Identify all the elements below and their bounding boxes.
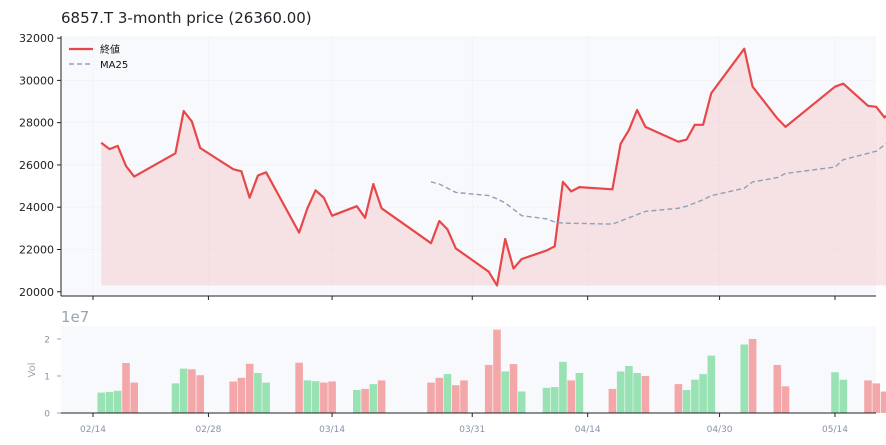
volume-bar	[295, 362, 303, 413]
volume-bar	[493, 329, 501, 413]
volume-y-tick-label: 2	[44, 335, 50, 345]
close-price-line	[100, 47, 886, 287]
price-y-tick-label: 24000	[19, 201, 54, 214]
volume-bar	[369, 384, 378, 413]
volume-bar	[625, 366, 633, 413]
volume-bar	[682, 390, 691, 413]
volume-bar	[171, 383, 180, 413]
volume-bar	[542, 387, 551, 413]
x-tick-label: 02/28	[195, 425, 221, 435]
volume-bar	[311, 381, 320, 413]
volume-bar	[616, 371, 625, 413]
volume-bar	[328, 381, 336, 413]
volume-bar	[484, 364, 493, 413]
volume-bar	[130, 382, 138, 413]
volume-bar	[633, 373, 641, 413]
volume-bar	[320, 382, 328, 413]
legend-label: MA25	[100, 60, 128, 71]
legend: 終値 MA25	[69, 43, 128, 71]
volume-bar	[699, 374, 707, 413]
volume-bar	[781, 386, 790, 413]
volume-bar	[97, 392, 106, 413]
x-tick-label: 05/14	[822, 425, 848, 435]
volume-y-axis-label: Vol	[27, 363, 38, 378]
volume-panel: 0 1 2 1e7 Vol 02/14 02/28 03/14 03/31 04/14 04/30 0…	[27, 308, 886, 435]
volume-bar	[196, 375, 204, 413]
price-y-tick-label: 22000	[19, 243, 54, 256]
price-plot-area	[61, 36, 876, 296]
volume-bar	[550, 387, 559, 413]
volume-bar	[452, 385, 460, 413]
volume-bar	[740, 344, 749, 413]
price-y-tick-label: 32000	[19, 32, 54, 45]
volume-y-tick-label: 0	[44, 410, 50, 420]
volume-bar	[427, 382, 435, 413]
volume-bar	[361, 388, 369, 413]
volume-bar	[575, 373, 584, 413]
price-panel: 20000 22000 24000 26000 28000 30000 32000 終値 MA2…	[19, 32, 886, 300]
price-y-tick-label: 30000	[19, 74, 54, 87]
volume-bar	[567, 380, 575, 413]
volume-y-tick-label: 1	[44, 372, 50, 382]
volume-bar	[254, 373, 262, 413]
volume-bar	[501, 371, 509, 413]
legend-label: 終値	[100, 43, 120, 56]
volume-bar	[435, 377, 444, 413]
volume-bar	[559, 361, 567, 413]
volume-bar	[113, 390, 122, 413]
x-tick-label: 04/14	[575, 425, 601, 435]
volume-bar	[179, 368, 188, 413]
chart-title: 6857.T 3-month price (26360.00)	[61, 9, 312, 27]
volume-bar	[245, 363, 254, 413]
volume-bar	[122, 363, 130, 413]
volume-bar	[105, 391, 114, 413]
volume-bar	[188, 369, 196, 413]
volume-bar	[872, 383, 880, 413]
x-tick-label: 03/14	[319, 425, 345, 435]
volume-bar	[443, 374, 452, 413]
x-tick-label: 02/14	[80, 425, 106, 435]
volume-bar	[880, 391, 886, 413]
x-tick-label: 03/31	[459, 425, 485, 435]
volume-bar	[509, 364, 518, 413]
price-y-tick-label: 26000	[19, 159, 54, 172]
volume-bar	[691, 379, 699, 413]
volume-bar	[237, 377, 246, 413]
volume-bar	[674, 384, 683, 413]
volume-bar	[262, 382, 270, 413]
volume-bar	[831, 372, 839, 413]
volume-bar	[517, 391, 526, 413]
price-y-tick-label: 20000	[19, 286, 54, 299]
volume-bar	[353, 390, 361, 413]
volume-bar	[229, 381, 237, 413]
volume-bar	[641, 376, 650, 413]
volume-bar	[377, 380, 386, 413]
price-fill-area	[101, 48, 886, 286]
volume-bar	[864, 380, 872, 413]
volume-bar	[707, 355, 716, 413]
volume-bar	[748, 339, 757, 413]
volume-bar	[839, 379, 848, 413]
volume-bar	[773, 364, 782, 413]
ma25-line	[430, 142, 886, 225]
price-y-tick-label: 28000	[19, 117, 54, 130]
volume-bar	[608, 388, 617, 413]
x-tick-label: 04/30	[707, 425, 733, 435]
volume-bar	[460, 380, 468, 413]
volume-exponent-label: 1e7	[61, 308, 89, 326]
volume-bar	[303, 380, 312, 413]
